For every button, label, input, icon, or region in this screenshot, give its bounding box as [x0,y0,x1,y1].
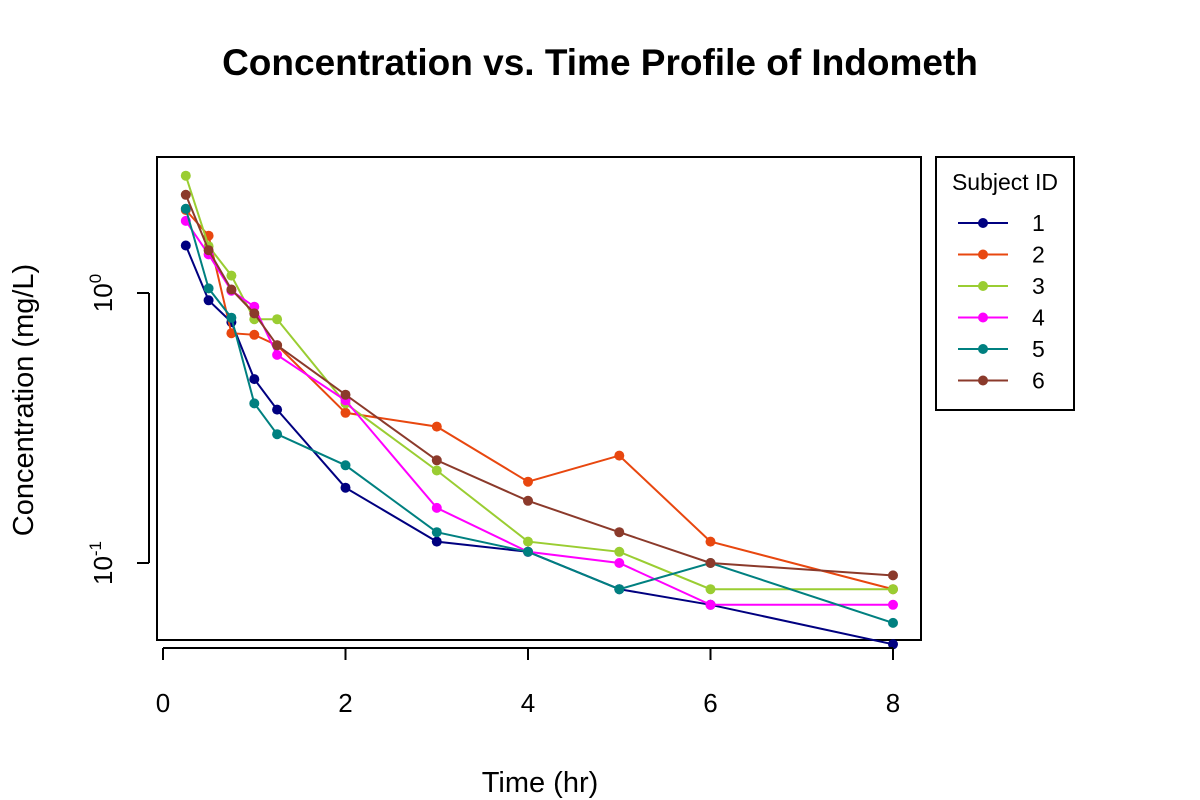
series-line-1 [184,245,894,646]
data-point-4-10 [888,599,898,610]
data-point-1-5 [340,482,351,493]
data-point-5-10 [888,617,898,628]
legend-item-2: 2 [958,242,1045,268]
data-point-5-2 [226,312,237,323]
data-point-6-10 [888,570,898,581]
data-point-4-4 [272,349,283,360]
data-point-3-10 [888,584,898,595]
legend-label: 2 [1032,242,1045,268]
legend-item-5: 5 [958,336,1045,362]
data-point-1-0 [180,240,191,251]
x-tick-label: 0 [156,688,170,718]
legend-swatch-point [978,249,988,260]
data-point-2-8 [614,450,625,461]
x-axis-title: Time (hr) [482,767,599,799]
legend-swatch-point [978,312,988,323]
legend-swatch-point [978,375,988,386]
x-axis: 0 2 4 6 8 [156,647,900,718]
data-point-6-4 [272,340,283,351]
legend-label: 4 [1032,305,1045,331]
legend-label: 1 [1032,210,1045,236]
data-point-3-9 [705,584,716,595]
data-point-6-2 [226,284,237,295]
y-axis-title: Concentration (mg/L) [8,264,40,536]
data-point-5-3 [249,398,260,409]
data-point-2-9 [705,536,716,547]
chart-title: Concentration vs. Time Profile of Indome… [222,42,978,83]
y-tick-label: 10-1 [86,541,118,585]
data-point-3-6 [431,465,442,476]
legend-swatch-point [978,344,988,354]
data-point-1-4 [272,404,283,415]
series-2 [180,205,898,595]
data-point-6-0 [180,189,191,200]
data-point-3-4 [272,314,283,325]
data-point-3-8 [614,546,625,557]
x-tick-label: 8 [886,688,900,718]
data-point-5-1 [203,283,214,294]
data-point-2-5 [340,407,351,418]
data-point-2-7 [523,476,533,487]
data-point-5-7 [523,546,533,557]
series-layer [180,170,898,650]
x-tick-label: 6 [703,688,717,718]
data-point-1-1 [203,295,214,306]
data-point-2-3 [249,329,260,340]
legend-item-4: 4 [958,305,1045,331]
data-point-3-2 [226,270,237,281]
legend-item-6: 6 [958,368,1045,394]
series-line-6 [184,194,894,577]
series-4 [180,215,898,610]
y-tick-label: 100 [86,274,118,312]
data-point-3-7 [523,536,533,547]
legend-swatch-point [978,281,988,291]
data-point-5-0 [180,203,191,214]
legend-label: 5 [1032,336,1045,362]
data-point-6-7 [523,495,533,506]
data-point-6-5 [340,389,351,400]
y-axis: 100 10-1 [86,274,150,585]
legend-item-3: 3 [958,273,1045,299]
series-6 [180,189,898,581]
data-point-2-6 [431,421,442,432]
series-line-4 [184,220,893,606]
data-point-1-3 [249,374,260,385]
x-tick-label: 2 [338,688,352,718]
series-3 [180,170,898,595]
data-point-6-1 [203,245,214,256]
data-point-4-9 [705,599,716,610]
data-point-4-8 [614,558,625,568]
legend-swatch-point [978,218,988,228]
legend-title: Subject ID [952,169,1058,195]
data-point-6-3 [249,308,260,319]
data-point-6-8 [614,527,625,538]
data-point-5-5 [340,460,351,471]
data-point-1-10 [888,639,898,650]
series-1 [180,240,898,650]
legend-item-1: 1 [958,210,1045,236]
legend-box [935,156,1075,411]
plot-frame [156,156,922,641]
data-point-4-6 [431,502,442,513]
data-point-5-4 [272,429,283,440]
series-line-2 [185,209,894,591]
data-point-5-6 [431,527,442,538]
x-tick-label: 4 [521,688,535,718]
series-5 [180,203,898,628]
data-point-6-6 [431,455,442,466]
legend-label: 3 [1032,273,1045,299]
data-point-5-8 [614,584,625,595]
data-point-3-0 [180,170,191,181]
series-line-3 [184,175,893,591]
legend-label: 6 [1032,368,1045,394]
data-point-1-6 [431,536,442,547]
legend: Subject ID 1 2 3 4 5 6 [935,156,1075,411]
data-point-6-9 [705,558,716,568]
